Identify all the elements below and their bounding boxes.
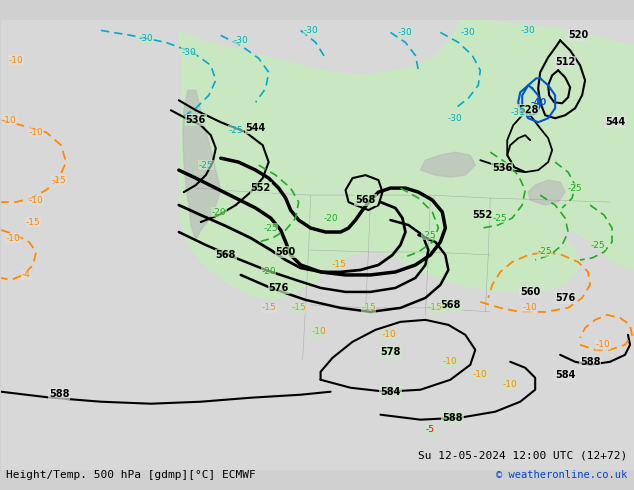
Text: -15: -15 bbox=[361, 303, 376, 313]
Text: -30: -30 bbox=[461, 28, 476, 37]
Text: -10: -10 bbox=[311, 327, 326, 336]
Text: Su 12-05-2024 12:00 UTC (12+72): Su 12-05-2024 12:00 UTC (12+72) bbox=[418, 451, 628, 461]
Text: -40: -40 bbox=[530, 98, 547, 107]
Text: 578: 578 bbox=[380, 347, 401, 357]
Text: -10: -10 bbox=[523, 303, 538, 313]
Text: -10: -10 bbox=[596, 341, 611, 349]
Text: -15: -15 bbox=[261, 303, 276, 313]
Text: -31: -31 bbox=[511, 108, 526, 117]
Text: 536: 536 bbox=[492, 163, 512, 173]
Text: 584: 584 bbox=[380, 387, 401, 397]
Text: 544: 544 bbox=[245, 123, 266, 133]
Text: -15: -15 bbox=[52, 175, 67, 185]
Text: 576: 576 bbox=[269, 283, 288, 293]
Text: -10: -10 bbox=[473, 370, 488, 379]
Text: -25: -25 bbox=[263, 223, 278, 233]
Text: -15: -15 bbox=[331, 261, 346, 270]
Text: -25: -25 bbox=[493, 214, 508, 222]
Text: -10: -10 bbox=[29, 128, 44, 137]
Text: © weatheronline.co.uk: © weatheronline.co.uk bbox=[496, 470, 628, 480]
Text: 512: 512 bbox=[555, 57, 575, 67]
Text: 560: 560 bbox=[520, 287, 540, 297]
Text: -15: -15 bbox=[26, 218, 41, 226]
Text: -20: -20 bbox=[212, 208, 226, 217]
Text: 568: 568 bbox=[355, 195, 376, 205]
Text: -10: -10 bbox=[9, 56, 23, 65]
Text: 552: 552 bbox=[472, 210, 493, 220]
Text: -25: -25 bbox=[198, 161, 213, 170]
Text: -10: -10 bbox=[29, 196, 44, 205]
Text: 568: 568 bbox=[216, 250, 236, 260]
Text: -30: -30 bbox=[398, 28, 413, 37]
Text: 568: 568 bbox=[440, 300, 460, 310]
Polygon shape bbox=[179, 21, 634, 300]
Text: -25: -25 bbox=[538, 247, 552, 256]
Text: -5: -5 bbox=[426, 425, 435, 434]
Text: -25: -25 bbox=[568, 184, 583, 193]
Text: 536: 536 bbox=[186, 115, 206, 125]
Text: -20: -20 bbox=[261, 268, 276, 276]
Text: -15: -15 bbox=[291, 303, 306, 313]
Text: 560: 560 bbox=[276, 247, 296, 257]
Text: Height/Temp. 500 hPa [gdmp][°C] ECMWF: Height/Temp. 500 hPa [gdmp][°C] ECMWF bbox=[6, 470, 256, 480]
Text: -30: -30 bbox=[233, 36, 248, 45]
Text: 576: 576 bbox=[555, 293, 575, 303]
Text: -10: -10 bbox=[381, 330, 396, 340]
Text: 552: 552 bbox=[250, 183, 271, 193]
Polygon shape bbox=[528, 180, 565, 205]
Polygon shape bbox=[183, 90, 221, 240]
Text: -20: -20 bbox=[323, 214, 338, 222]
Text: -30: -30 bbox=[521, 26, 536, 35]
Text: 588: 588 bbox=[580, 357, 600, 367]
Text: -10: -10 bbox=[443, 357, 458, 367]
Text: 528: 528 bbox=[518, 105, 538, 115]
Polygon shape bbox=[196, 195, 580, 292]
Text: 544: 544 bbox=[605, 117, 625, 127]
Text: 588: 588 bbox=[49, 389, 69, 399]
Text: -4: -4 bbox=[22, 270, 30, 279]
Text: -10: -10 bbox=[503, 380, 517, 389]
Text: 584: 584 bbox=[555, 370, 575, 380]
Text: -30: -30 bbox=[181, 48, 196, 57]
Text: -25: -25 bbox=[421, 230, 436, 240]
Text: -30: -30 bbox=[139, 34, 153, 43]
Text: -15: -15 bbox=[428, 303, 443, 313]
Polygon shape bbox=[420, 152, 476, 177]
Text: -10: -10 bbox=[6, 234, 20, 243]
Text: -25: -25 bbox=[591, 241, 605, 249]
Text: -10: -10 bbox=[2, 116, 16, 125]
Text: -30: -30 bbox=[448, 114, 463, 122]
Text: -30: -30 bbox=[303, 26, 318, 35]
Text: 520: 520 bbox=[568, 30, 588, 40]
Text: -25: -25 bbox=[228, 126, 243, 135]
Text: 588: 588 bbox=[442, 413, 463, 423]
